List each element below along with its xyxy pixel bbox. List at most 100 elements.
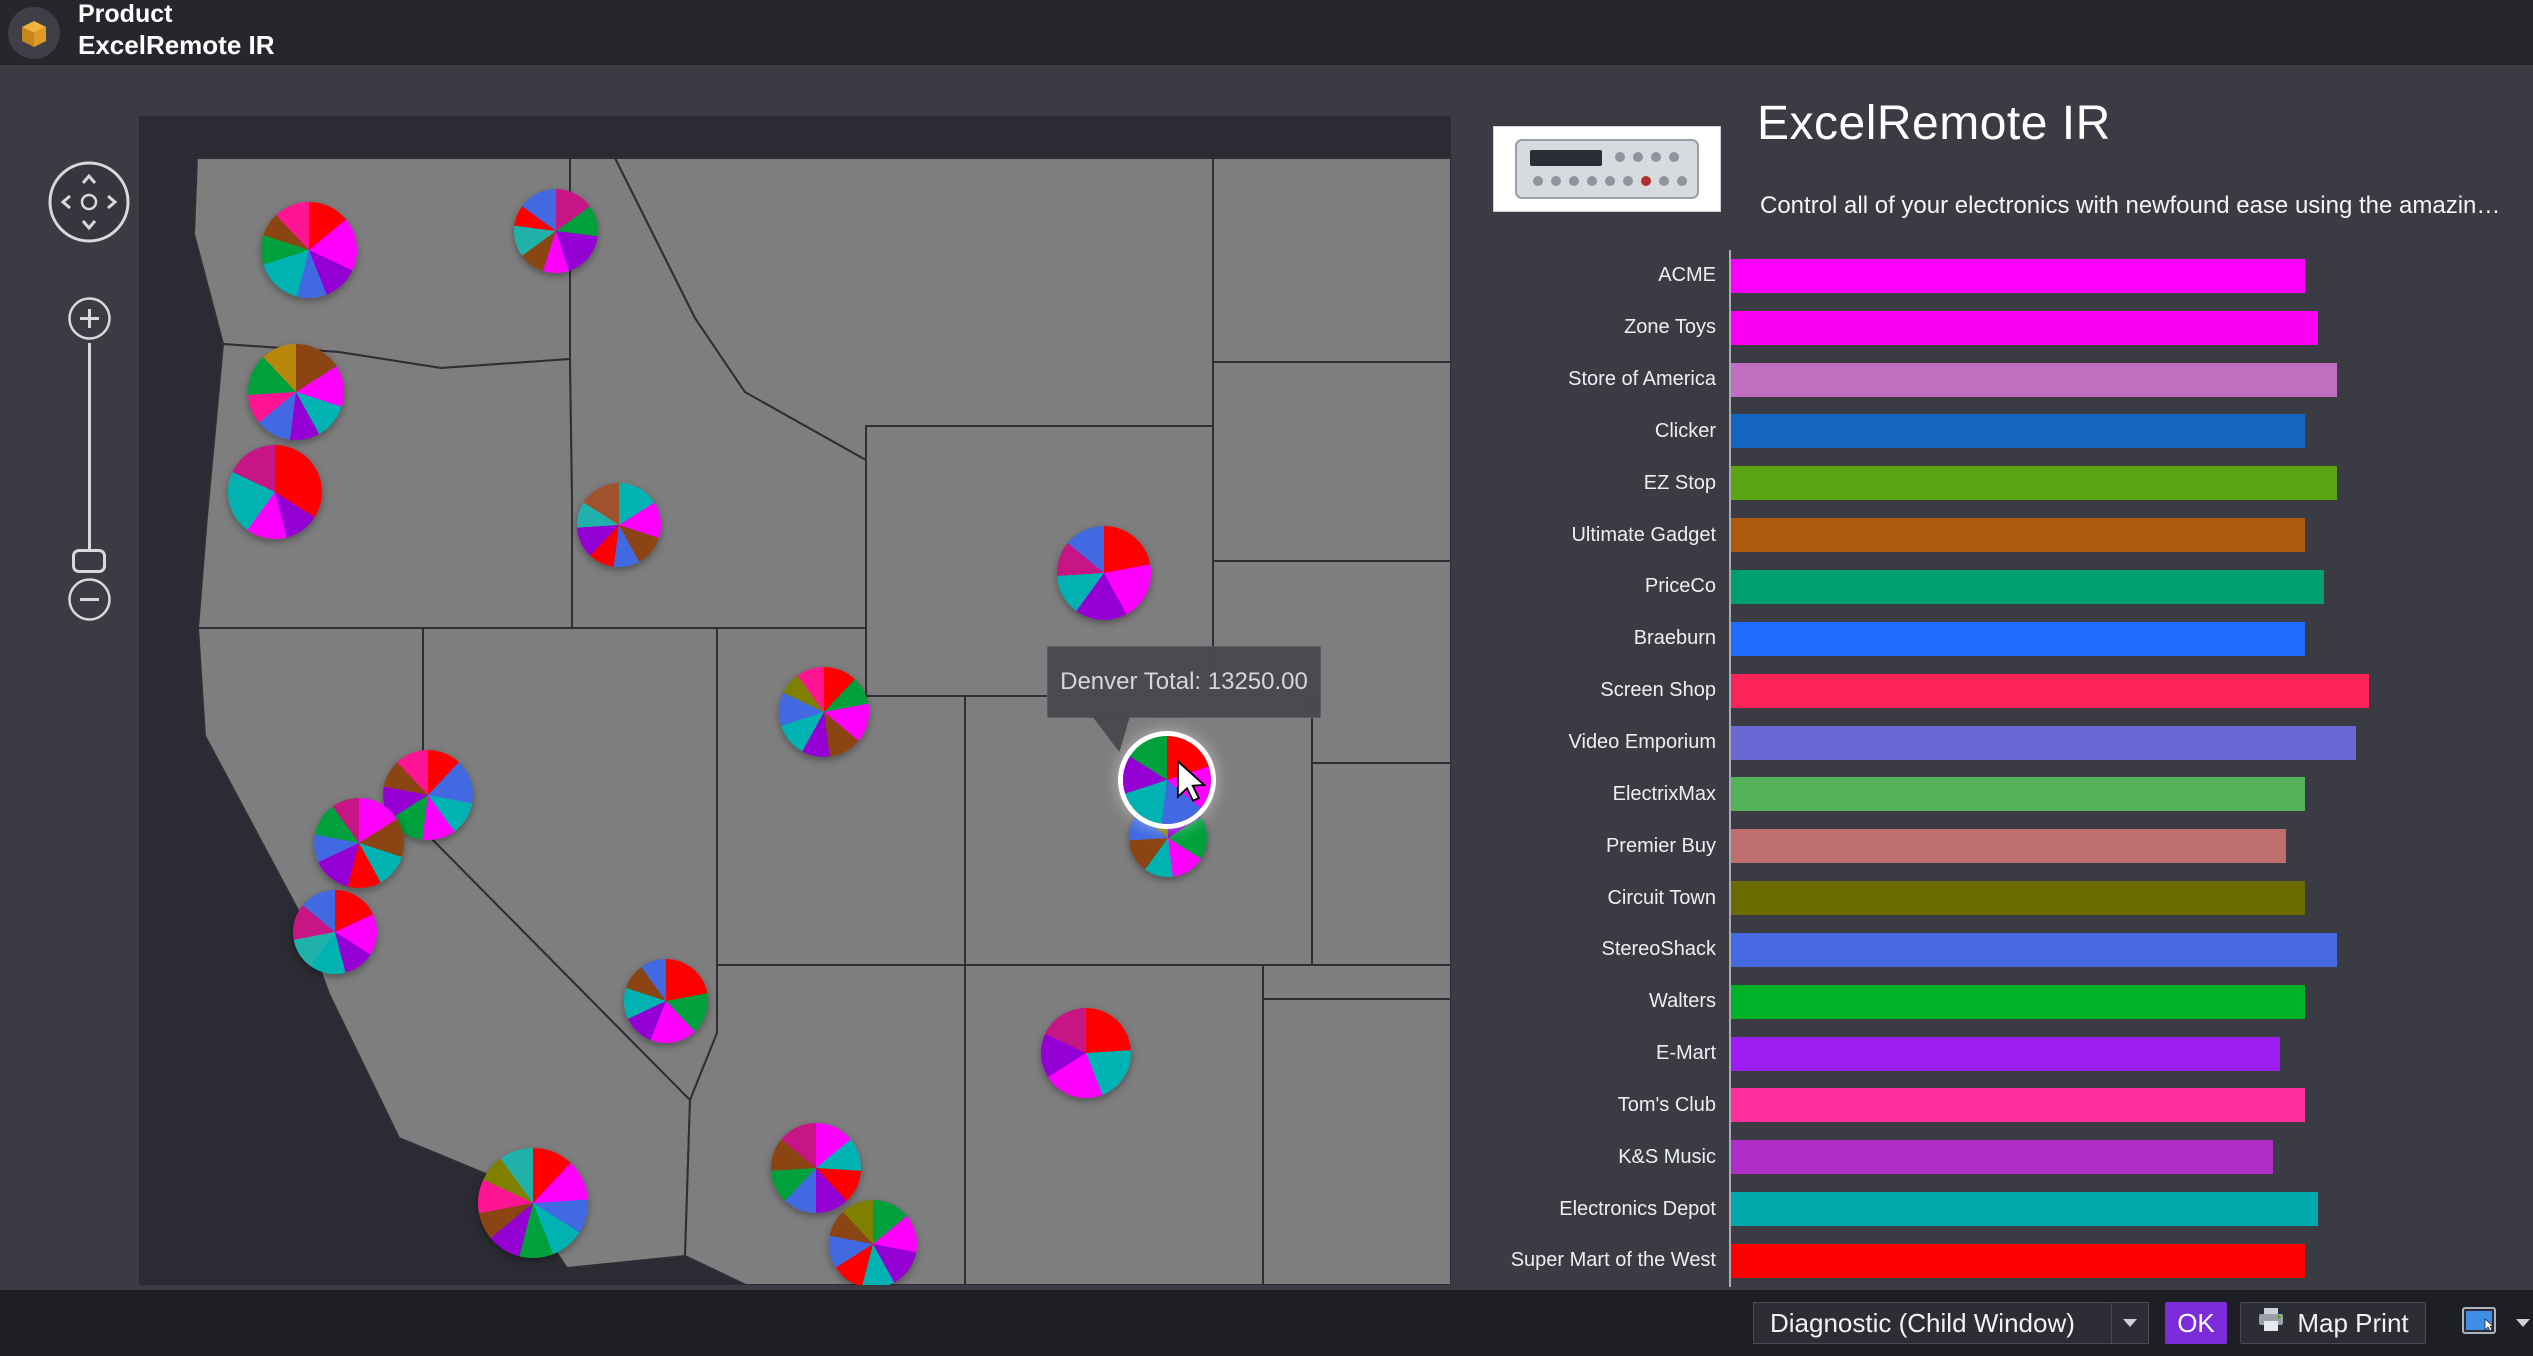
city-pie-marker[interactable] <box>314 798 404 888</box>
store-label: ACME <box>1658 264 1716 287</box>
ok-button[interactable]: OK <box>2165 1302 2227 1344</box>
city-pie-marker[interactable] <box>514 189 598 273</box>
city-pie-marker[interactable] <box>624 959 708 1043</box>
header-text: Product ExcelRemote IR <box>78 1 275 58</box>
chart-row: Super Mart of the West <box>1470 1235 2533 1287</box>
map-panel[interactable]: Denver Total: 13250.00 <box>139 116 1451 1285</box>
store-label: ElectrixMax <box>1612 782 1716 805</box>
bar-zone <box>1729 1183 2533 1236</box>
map-pan-control[interactable] <box>47 160 131 244</box>
product-title: ExcelRemote IR <box>1757 97 2111 150</box>
city-pie-marker[interactable] <box>829 1200 917 1285</box>
sales-bar[interactable] <box>1731 881 2306 916</box>
product-box-icon <box>8 6 60 59</box>
sales-bar[interactable] <box>1731 258 2306 293</box>
footer-bar <box>0 1290 2533 1356</box>
sales-bar[interactable] <box>1731 310 2318 345</box>
bar-zone <box>1729 872 2533 924</box>
bar-zone <box>1729 664 2533 717</box>
zoom-out-button[interactable] <box>67 577 112 622</box>
sales-bar[interactable] <box>1731 621 2306 656</box>
city-pie-marker[interactable] <box>577 483 661 567</box>
sales-bar[interactable] <box>1731 466 2338 501</box>
city-pie-marker[interactable] <box>771 1123 861 1213</box>
bar-zone <box>1729 405 2533 458</box>
sales-bar[interactable] <box>1731 725 2357 760</box>
chart-row: PriceCo <box>1470 561 2533 613</box>
chart-row: EZ Stop <box>1470 457 2533 510</box>
store-label: E-Mart <box>1656 1042 1716 1065</box>
chart-row: Video Emporium <box>1470 716 2533 769</box>
sales-bar[interactable] <box>1731 569 2325 604</box>
chart-row: Store of America <box>1470 353 2533 406</box>
city-pie-marker[interactable] <box>248 344 344 440</box>
city-pie-marker[interactable] <box>478 1148 588 1258</box>
city-pie-marker[interactable] <box>779 667 869 757</box>
printer-icon <box>2257 1307 2285 1340</box>
sales-bar[interactable] <box>1731 673 2369 708</box>
store-label: Video Emporium <box>1568 731 1716 754</box>
bar-zone <box>1729 250 2533 302</box>
sales-bar[interactable] <box>1731 984 2306 1019</box>
zoom-in-button[interactable] <box>67 296 112 341</box>
product-image <box>1493 126 1721 212</box>
store-label: Clicker <box>1654 419 1716 442</box>
pan-arrows-icon <box>48 161 130 243</box>
sales-bar[interactable] <box>1731 1036 2280 1071</box>
window-mode-icon <box>2461 1305 2503 1344</box>
zoom-slider-handle[interactable] <box>72 549 106 573</box>
bar-zone <box>1729 923 2533 976</box>
chart-row: Electronics Depot <box>1470 1183 2533 1236</box>
chart-row: ElectrixMax <box>1470 768 2533 821</box>
sales-bar[interactable] <box>1731 1088 2306 1123</box>
chevron-down-icon <box>2516 1319 2530 1327</box>
city-pie-marker[interactable] <box>261 202 357 298</box>
bar-zone <box>1729 975 2533 1028</box>
minus-icon <box>68 578 111 621</box>
sales-bar[interactable] <box>1731 1192 2318 1227</box>
zoom-slider-track[interactable] <box>88 343 91 549</box>
sales-bar[interactable] <box>1731 1140 2274 1175</box>
sales-bar[interactable] <box>1731 1243 2306 1278</box>
chart-row: Braeburn <box>1470 612 2533 665</box>
city-pie-marker[interactable] <box>1041 1008 1131 1098</box>
state-washington <box>192 157 571 370</box>
store-label: Zone Toys <box>1624 316 1716 339</box>
sales-bar[interactable] <box>1731 362 2338 397</box>
store-label: Walters <box>1648 990 1716 1013</box>
bar-zone <box>1729 820 2533 873</box>
sales-bar[interactable] <box>1731 518 2306 553</box>
map-print-label: Map Print <box>2297 1307 2409 1338</box>
sales-bar[interactable] <box>1731 777 2306 812</box>
city-pie-marker[interactable] <box>293 890 377 974</box>
map-print-button[interactable]: Map Print <box>2240 1302 2426 1344</box>
diagnostic-dropdown[interactable]: Diagnostic (Child Window) <box>1753 1302 2149 1344</box>
bar-zone <box>1729 353 2533 406</box>
store-label: K&S Music <box>1618 1145 1716 1168</box>
city-pie-marker[interactable] <box>228 445 322 539</box>
bar-zone <box>1729 561 2533 613</box>
sales-bar[interactable] <box>1731 414 2306 449</box>
store-label: Premier Buy <box>1605 834 1716 857</box>
footer-more-button[interactable] <box>2513 1302 2533 1344</box>
window-mode-button[interactable] <box>2453 1296 2511 1352</box>
store-label: PriceCo <box>1644 575 1716 598</box>
state-south-dakota <box>1212 361 1451 562</box>
store-label: Ultimate Gadget <box>1571 523 1716 546</box>
sales-bar[interactable] <box>1731 932 2338 967</box>
chart-row: StereoShack <box>1470 923 2533 976</box>
chart-row: Screen Shop <box>1470 664 2533 717</box>
state-oklahoma <box>1262 964 1451 1000</box>
city-pie-marker[interactable] <box>1057 526 1151 620</box>
bar-zone <box>1729 1235 2533 1287</box>
store-label: Electronics Depot <box>1559 1197 1716 1220</box>
bar-zone <box>1729 301 2533 354</box>
store-label: Braeburn <box>1633 627 1716 650</box>
dropdown-arrow-button[interactable] <box>2111 1303 2148 1343</box>
state-kansas <box>1311 762 1451 966</box>
state-new-mexico <box>964 964 1264 1285</box>
sales-bar[interactable] <box>1731 829 2287 864</box>
sales-bar-chart: ACME Zone Toys Store of America Clicker EZ S… <box>1470 250 2533 1287</box>
dropdown-value: Diagnostic (Child Window) <box>1770 1307 2075 1338</box>
store-label: Tom's Club <box>1617 1093 1716 1116</box>
